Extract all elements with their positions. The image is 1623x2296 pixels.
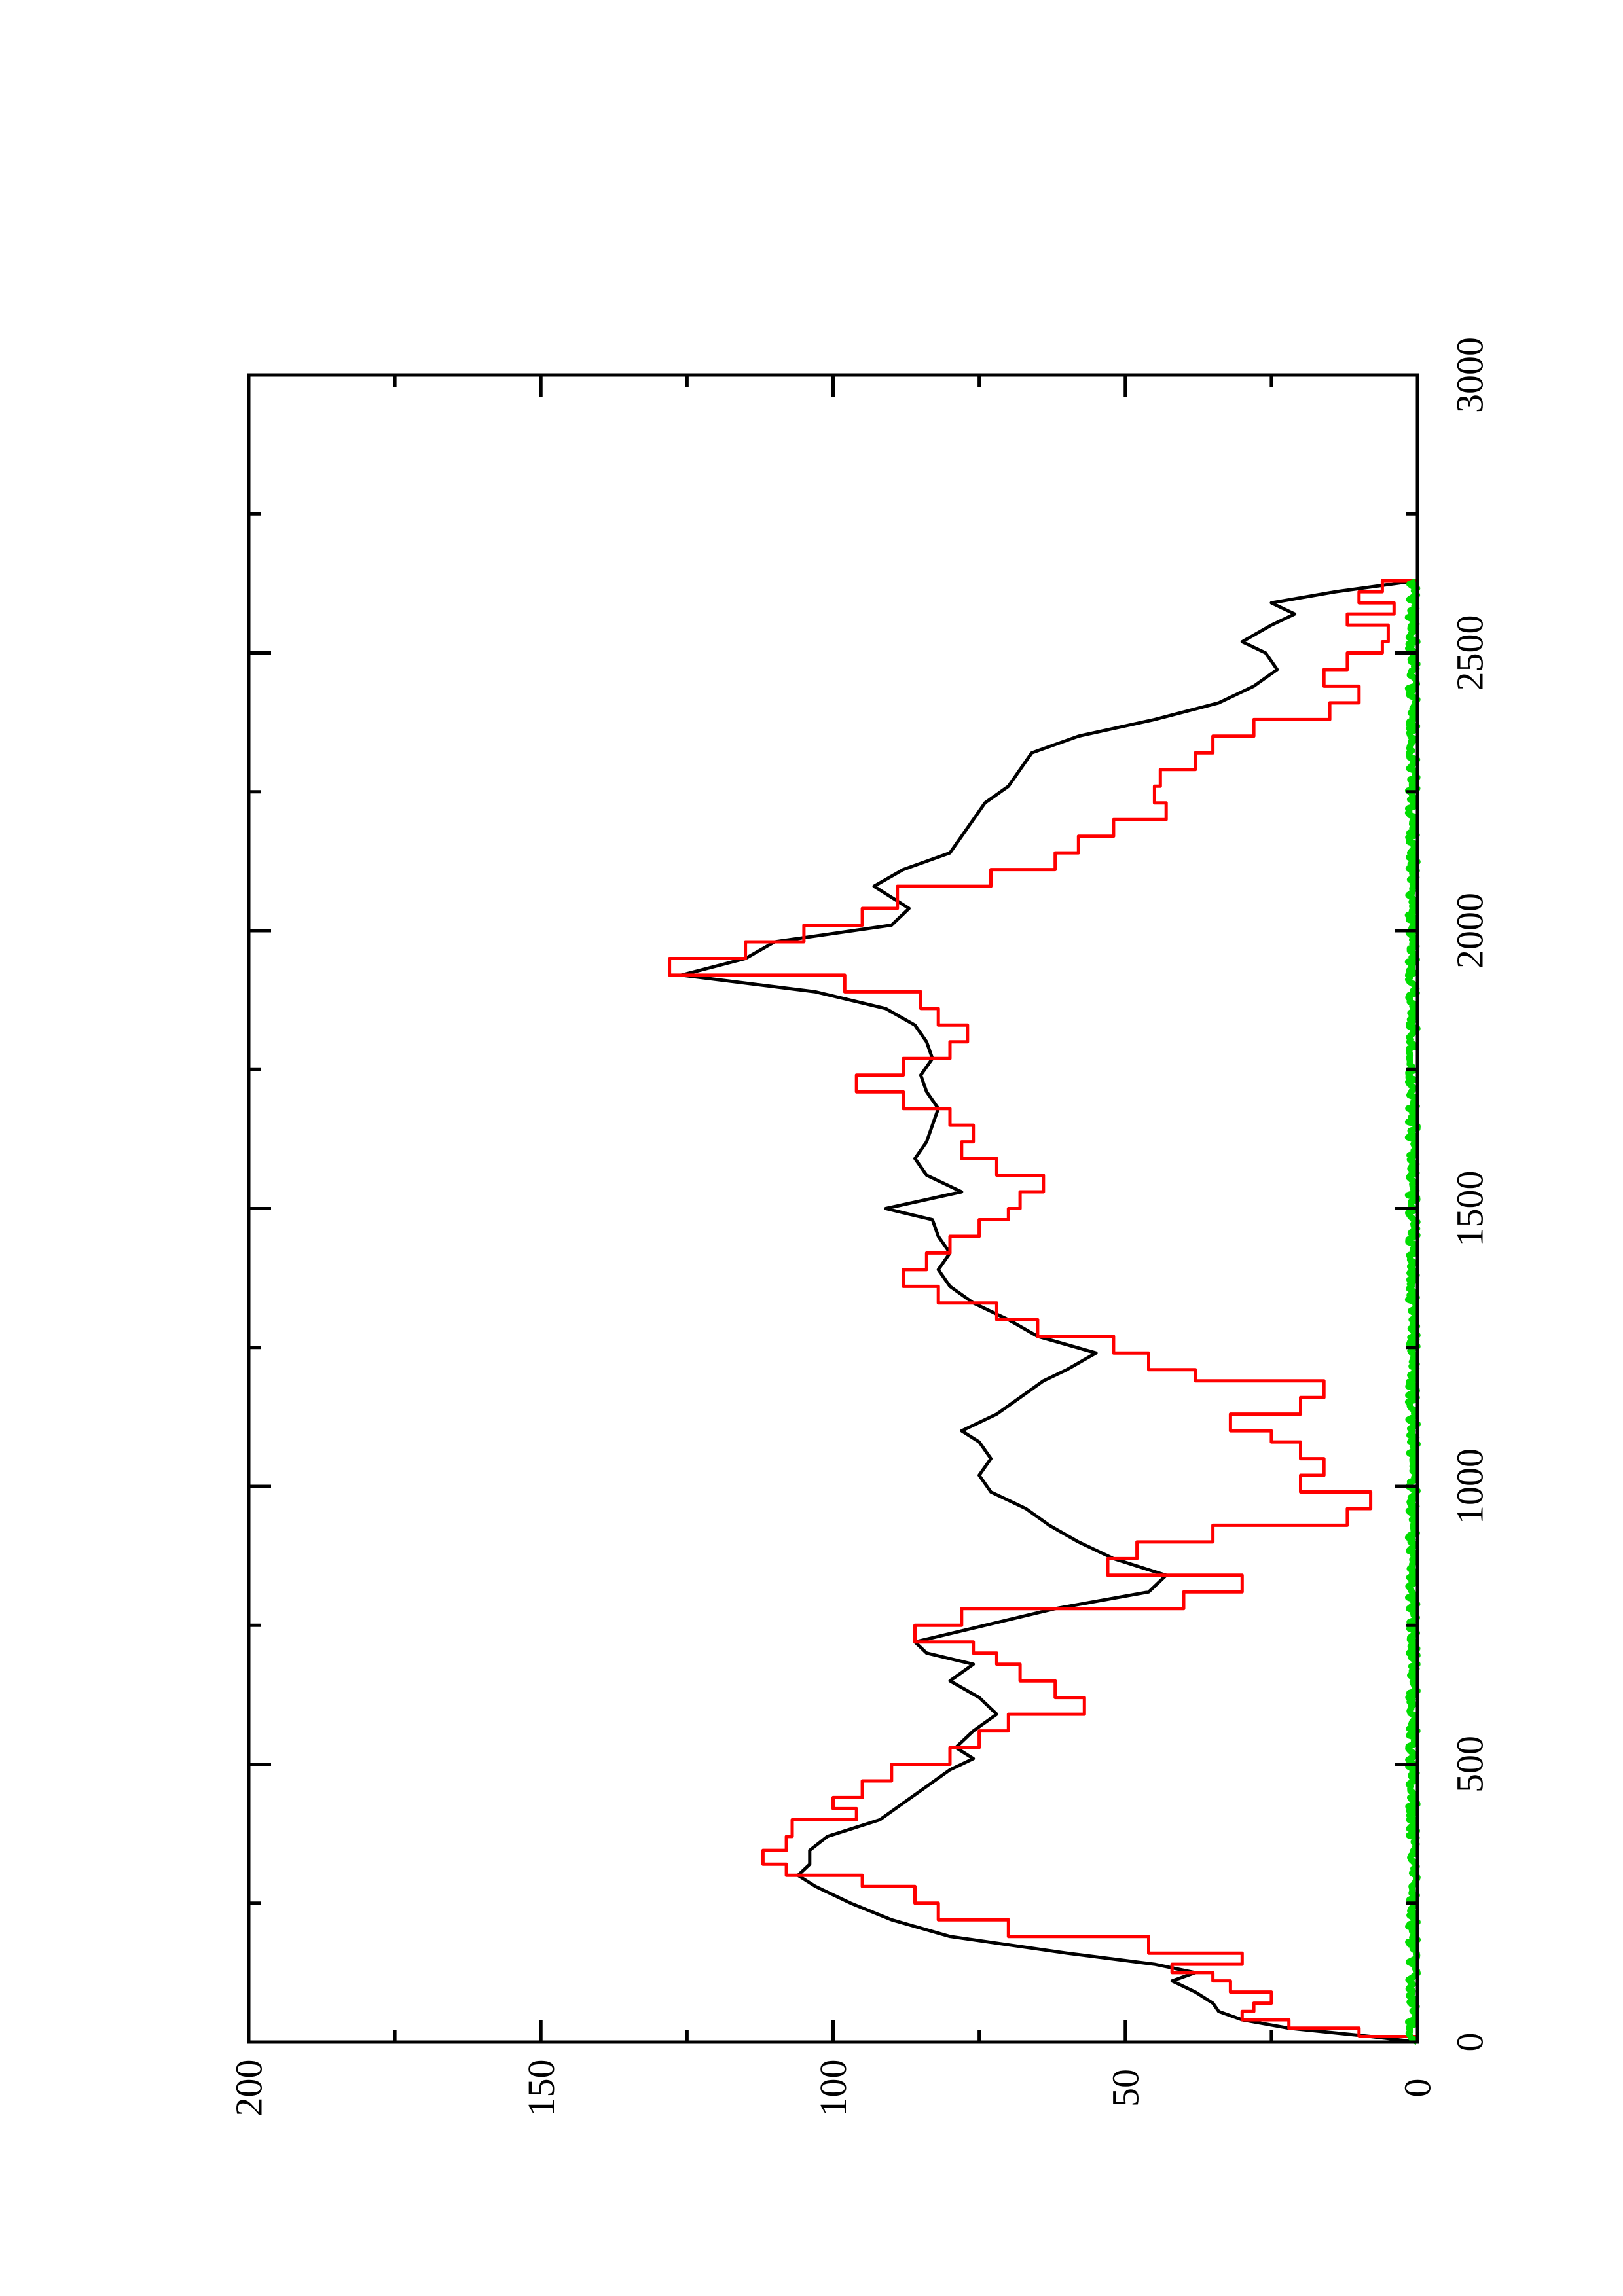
x-tick-label: 0 [1449, 2033, 1491, 2052]
plot-lines [668, 579, 1421, 2045]
green-series-line [1404, 579, 1421, 2045]
x-tick-label: 3000 [1449, 337, 1491, 413]
y-tick-label: 150 [520, 2060, 562, 2117]
y-tick-label: 100 [812, 2060, 854, 2117]
tick-labels: 0 500 1000 1500 2000 2500 3000 0 50 100 150 200 [228, 337, 1491, 2117]
axis-ticks [247, 373, 1419, 2044]
x-tick-label: 1500 [1449, 1171, 1491, 1247]
y-tick-label: 50 [1104, 2069, 1146, 2107]
red-series-line [668, 579, 1419, 2042]
x-tick-label: 500 [1449, 1736, 1491, 1793]
y-tick-label: 200 [228, 2060, 270, 2117]
x-tick-label: 2000 [1449, 893, 1491, 969]
x-tick-label: 2500 [1449, 615, 1491, 691]
x-tick-label: 1000 [1449, 1448, 1491, 1524]
black-series-line [680, 579, 1418, 2044]
y-tick-label: 0 [1396, 2079, 1439, 2098]
